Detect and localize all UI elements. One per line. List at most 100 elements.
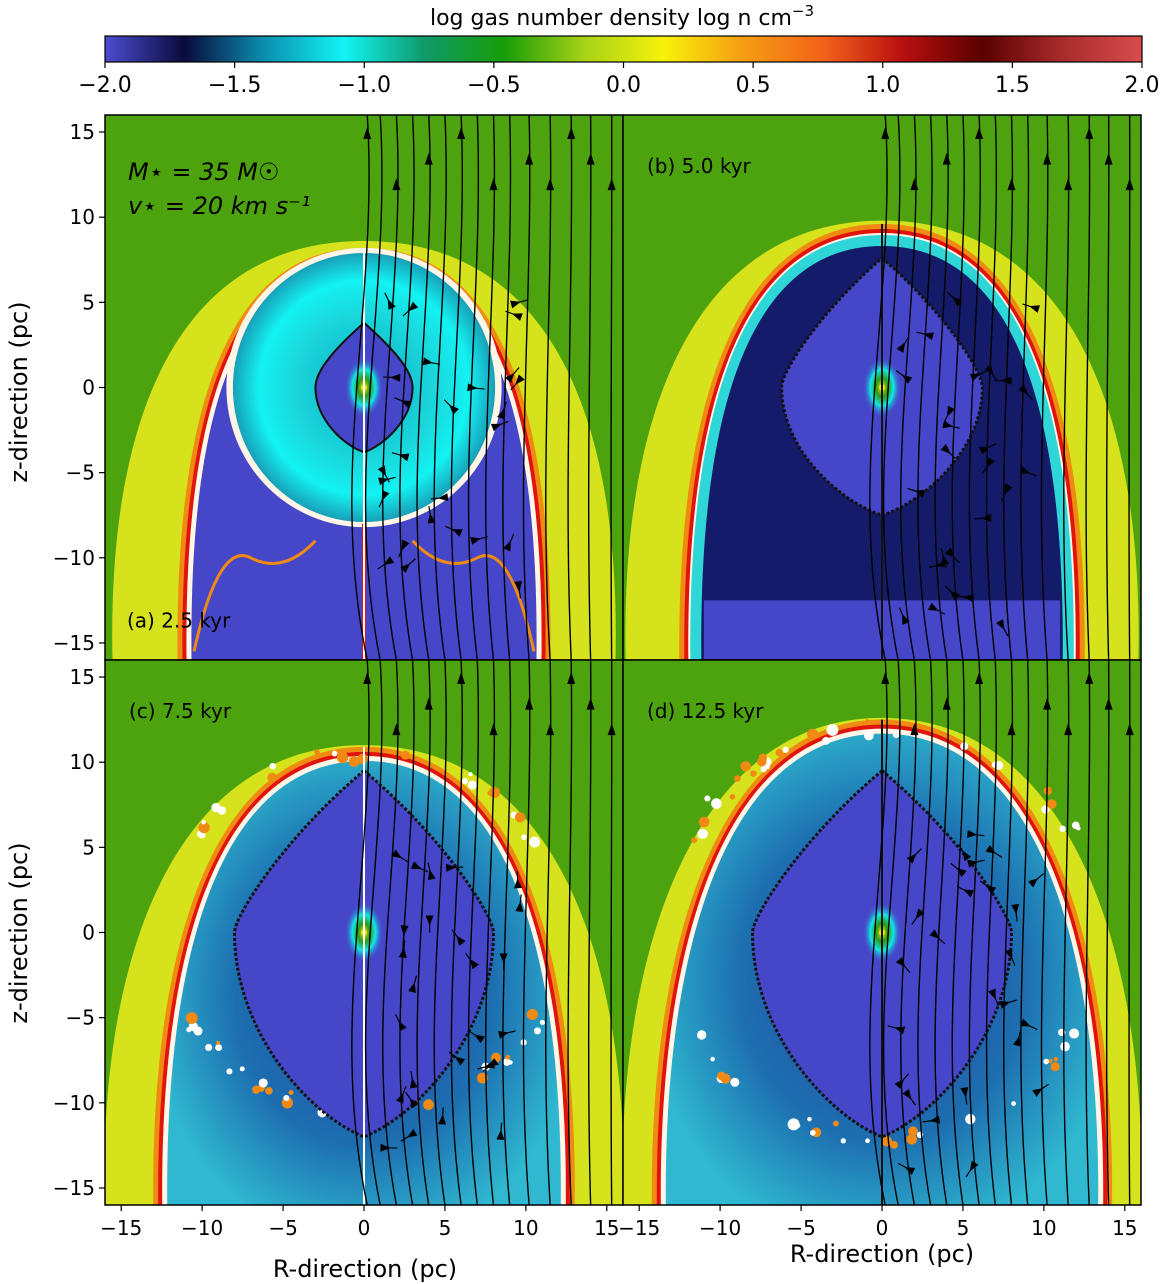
field-arrow [942,152,951,165]
velocity-arrowhead [1004,483,1013,495]
field-arrow [567,127,576,140]
colorbar-tick-label: 0.0 [606,73,641,98]
y-tick-label: −5 [66,461,95,485]
velocity-arrowhead [400,925,409,936]
shell-clump [467,780,477,790]
velocity-arrowhead [927,602,939,611]
shell-clump [265,1087,273,1095]
field-arrow [1064,178,1073,191]
velocity-arrowhead [380,1143,391,1152]
field-line [968,660,981,1205]
velocity-arrowhead [985,844,997,854]
shell-clump [327,751,333,756]
shell-clump [826,724,839,736]
field-line [399,115,415,660]
field-arrow [1104,152,1113,165]
field-line [951,115,965,660]
panel-c: (c) 7.5 kyr 15 10 5 0 −5 −10 −15−15 −10 −5 0 5 10 15 [53,659,624,1240]
field-arrow [567,672,576,685]
velocity-arrowhead [446,863,457,872]
field-arrow [881,672,890,685]
field-line [1085,115,1091,660]
velocity-arrowhead [1020,1018,1031,1027]
y-tick-label: 15 [70,120,95,144]
velocity-arrowhead [896,342,906,353]
field-line [351,660,370,1205]
shell-clump [908,1126,918,1137]
velocity-arrowhead [408,301,419,312]
shell-clump [1011,1101,1016,1106]
shell-clump [865,719,870,724]
shell-clump [215,1044,223,1051]
x-tick-label: −15 [618,1216,660,1240]
y-tick-label: −15 [53,631,95,655]
field-arrow [881,127,890,140]
velocity-arrowhead [1018,384,1028,395]
shell-clump [539,1019,545,1026]
field-line [1105,115,1110,660]
field-line [1128,660,1131,1205]
field-arrow [1007,723,1016,736]
velocity-arrowhead [425,915,434,926]
velocity-arrowhead [377,465,387,477]
shell-clump [423,1099,434,1110]
colorbar-ticks: −2.0 −1.5 −1.0 −0.5 0.0 0.5 1.0 1.5 2.0 [78,62,1160,98]
y-tick-label: −10 [53,546,95,570]
field-arrow [586,152,595,165]
colorbar: log gas number density log n cm−3 −2.0 −1… [78,2,1159,98]
field-arrow [546,723,555,736]
shell-clump [698,816,710,828]
shell-clump [764,764,770,770]
velocity-arrowhead [467,383,478,392]
shell-clump [809,1129,816,1136]
x-tick-label: −10 [181,1216,223,1240]
velocity-arrowhead [941,554,950,566]
velocity-arrowhead [1028,878,1039,888]
y-tick-label: −15 [53,1176,95,1200]
field-line [869,660,888,1205]
field-arrow [457,127,466,140]
field-line [545,115,552,660]
velocity-arrowhead [449,404,459,415]
panel-label: (c) 7.5 kyr [129,699,232,723]
velocity-arrowhead [422,357,434,366]
velocity-arrowhead [406,1128,418,1138]
field-arrow [363,127,372,140]
velocity-arrowhead [902,1088,912,1100]
shell-clump [314,749,320,755]
field-arrow [363,672,372,685]
x-tick-label: −5 [786,1216,815,1240]
colorbar-label: log gas number density log n cm−3 [430,2,814,31]
field-arrow [1007,178,1016,191]
field-line [567,115,573,660]
shell-clump [1041,805,1050,814]
field-line [1040,115,1049,660]
velocity-arrowhead [904,1166,916,1176]
shell-clump [502,1058,511,1066]
velocity-arrowhead [979,446,990,455]
velocity-arrowhead [942,420,953,429]
panel-label: (b) 5.0 kyr [647,154,752,178]
shell-clump [505,1054,511,1060]
x-tick-label: −10 [699,1216,741,1240]
x-tick-label: 5 [957,1216,970,1240]
field-line [900,115,917,660]
field-line [1128,115,1131,660]
velocity-arrowhead [409,1077,418,1089]
y-tick-label: −5 [66,1006,95,1030]
shell-clump [201,820,206,825]
velocity-arrowhead [499,953,508,964]
shell-clump [267,772,277,783]
field-line [1085,660,1091,1205]
shell-clump [508,1060,513,1065]
field-arrow [1085,127,1094,140]
field-arrow [392,723,401,736]
colorbar-tick-label: 1.5 [995,73,1030,98]
shell-clump [1059,825,1066,832]
velocity-arrowhead [456,935,466,946]
y-tick-label: 10 [70,750,95,774]
y-tick-label: 10 [70,205,95,229]
shell-clump [258,1078,268,1088]
shell-clump [226,1068,233,1075]
field-arrow [1104,697,1113,710]
